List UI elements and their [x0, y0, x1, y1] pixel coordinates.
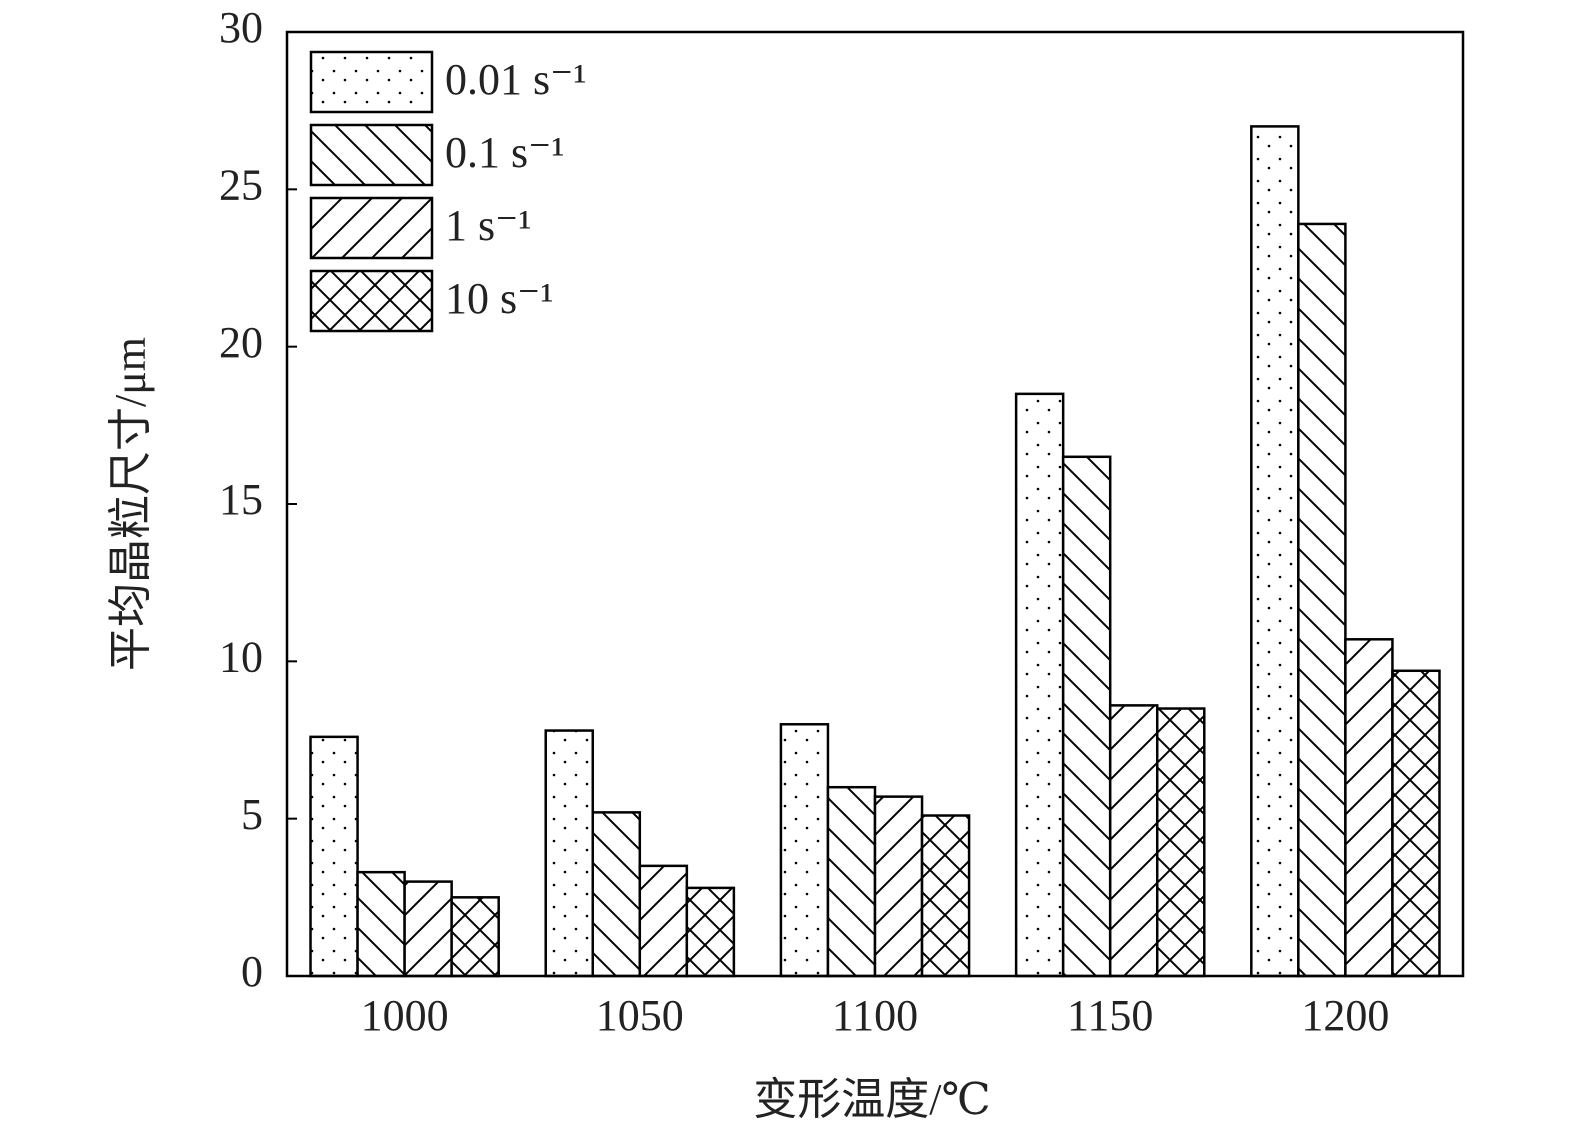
- bar: [685, 886, 736, 978]
- bar: [403, 880, 453, 978]
- x-tick-label: 1000: [361, 991, 449, 1040]
- bar: [450, 896, 500, 978]
- legend-label: 10 s⁻¹: [445, 274, 554, 323]
- y-tick-label: 10: [219, 632, 263, 681]
- bar: [1061, 455, 1112, 978]
- y-tick-label: 25: [219, 160, 263, 209]
- x-tick-label: 1050: [596, 991, 684, 1040]
- bar: [1155, 707, 1206, 978]
- plot-frame: [285, 30, 1465, 978]
- legend-label: 0.1 s⁻¹: [445, 128, 565, 177]
- x-tick-label: 1150: [1067, 991, 1153, 1040]
- bar: [1391, 669, 1441, 978]
- bar: [1344, 638, 1394, 978]
- legend-swatch: [309, 123, 434, 187]
- legend-swatch: [309, 269, 434, 333]
- bar: [920, 814, 971, 978]
- bar: [1014, 392, 1065, 978]
- legend-label: 1 s⁻¹: [445, 201, 532, 250]
- bar: [1108, 704, 1159, 978]
- legend-swatch: [309, 196, 434, 260]
- legend-swatch: [309, 50, 434, 114]
- y-tick-label: 0: [241, 947, 263, 996]
- x-tick-label: 1200: [1301, 991, 1389, 1040]
- bar: [591, 811, 642, 978]
- x-axis-label: 变形温度/℃: [753, 1075, 990, 1124]
- y-tick-label: 20: [219, 318, 263, 367]
- y-axis-label: 平均晶粒尺寸/μm: [106, 337, 155, 671]
- bar: [779, 723, 830, 978]
- bar: [356, 870, 406, 978]
- bar: [544, 729, 595, 978]
- x-tick-label: 1100: [832, 991, 918, 1040]
- y-tick-label: 30: [219, 3, 263, 52]
- bar: [873, 795, 924, 978]
- bar: [1297, 222, 1347, 978]
- bar: [638, 864, 689, 978]
- y-tick-label: 5: [241, 790, 263, 839]
- bar: [309, 735, 359, 978]
- bar: [1250, 125, 1300, 978]
- bar: [826, 785, 877, 978]
- y-tick-label: 15: [219, 475, 263, 524]
- legend-label: 0.01 s⁻¹: [445, 55, 587, 104]
